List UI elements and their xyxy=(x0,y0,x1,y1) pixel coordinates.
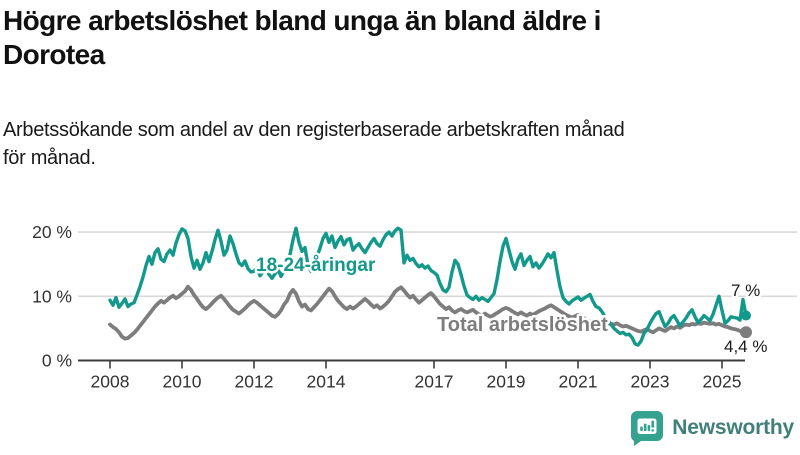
x-tick-label: 2019 xyxy=(487,372,526,392)
x-tick-label: 2012 xyxy=(235,372,274,392)
series-label-youth: 18-24-åringar xyxy=(256,255,376,276)
end-label-total: 4,4 % xyxy=(724,337,767,356)
end-dot-total xyxy=(740,326,752,339)
newsworthy-logo-icon xyxy=(631,411,664,446)
series-lines xyxy=(108,226,748,347)
page-subtitle: Arbetssökande som andel av den registerb… xyxy=(3,116,793,172)
x-tick-label: 2008 xyxy=(91,372,130,392)
subtitle-line-2: för månad. xyxy=(3,147,96,169)
title-line-1: Högre arbetslöshet bland unga än bland ä… xyxy=(3,5,601,36)
end-value-labels: 4,4 % 7 % xyxy=(722,279,770,359)
line-total xyxy=(108,284,748,341)
subtitle-line-1: Arbetssökande som andel av den registerb… xyxy=(3,119,625,141)
x-axis xyxy=(78,359,745,369)
brand-name: Newsworthy xyxy=(672,416,794,439)
y-axis-labels: 20 % 10 % 0 % xyxy=(32,222,72,370)
x-tick-label: 2010 xyxy=(163,372,202,392)
title-line-2: Dorotea xyxy=(3,39,105,71)
series-label-total: Total arbetslöshet xyxy=(437,314,608,336)
x-tick-label: 2025 xyxy=(703,372,742,392)
end-dot-youth xyxy=(741,310,751,321)
gridlines xyxy=(78,231,797,298)
end-dots xyxy=(740,310,752,339)
page-title: Högre arbetslöshet bland unga än bland ä… xyxy=(3,4,793,72)
x-axis-labels: 2008 2010 2012 2014 2017 2019 2021 2023 2025 xyxy=(91,372,742,392)
y-tick-label: 0 % xyxy=(42,351,72,371)
y-tick-label: 10 % xyxy=(32,286,72,306)
x-tick-label: 2021 xyxy=(559,372,598,392)
logo-bar-chart-icon xyxy=(640,420,655,432)
series-labels: Total arbetslöshet 18-24-åringar xyxy=(254,253,611,339)
x-tick-label: 2014 xyxy=(307,372,346,392)
line-youth xyxy=(108,226,748,347)
newsworthy-logo: Newsworthy xyxy=(630,410,794,446)
x-tick-label: 2023 xyxy=(631,372,670,392)
x-tick-label: 2017 xyxy=(415,372,454,392)
end-label-youth: 7 % xyxy=(731,281,760,300)
y-tick-label: 20 % xyxy=(32,222,72,242)
